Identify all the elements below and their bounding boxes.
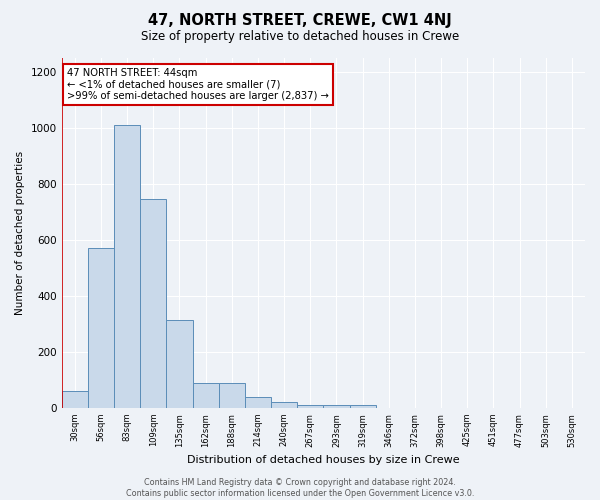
Text: 47 NORTH STREET: 44sqm
← <1% of detached houses are smaller (7)
>99% of semi-det: 47 NORTH STREET: 44sqm ← <1% of detached… bbox=[67, 68, 329, 101]
X-axis label: Distribution of detached houses by size in Crewe: Distribution of detached houses by size … bbox=[187, 455, 460, 465]
Bar bbox=[245, 398, 271, 408]
Bar bbox=[271, 402, 297, 408]
Text: Contains HM Land Registry data © Crown copyright and database right 2024.
Contai: Contains HM Land Registry data © Crown c… bbox=[126, 478, 474, 498]
Bar bbox=[140, 199, 166, 408]
Bar bbox=[62, 391, 88, 408]
Text: Size of property relative to detached houses in Crewe: Size of property relative to detached ho… bbox=[141, 30, 459, 43]
Y-axis label: Number of detached properties: Number of detached properties bbox=[15, 150, 25, 315]
Bar bbox=[88, 248, 114, 408]
Bar bbox=[193, 384, 218, 408]
Bar bbox=[166, 320, 193, 408]
Text: 47, NORTH STREET, CREWE, CW1 4NJ: 47, NORTH STREET, CREWE, CW1 4NJ bbox=[148, 12, 452, 28]
Bar bbox=[297, 405, 323, 408]
Bar bbox=[218, 384, 245, 408]
Bar bbox=[114, 125, 140, 408]
Bar bbox=[323, 405, 350, 408]
Bar bbox=[350, 405, 376, 408]
